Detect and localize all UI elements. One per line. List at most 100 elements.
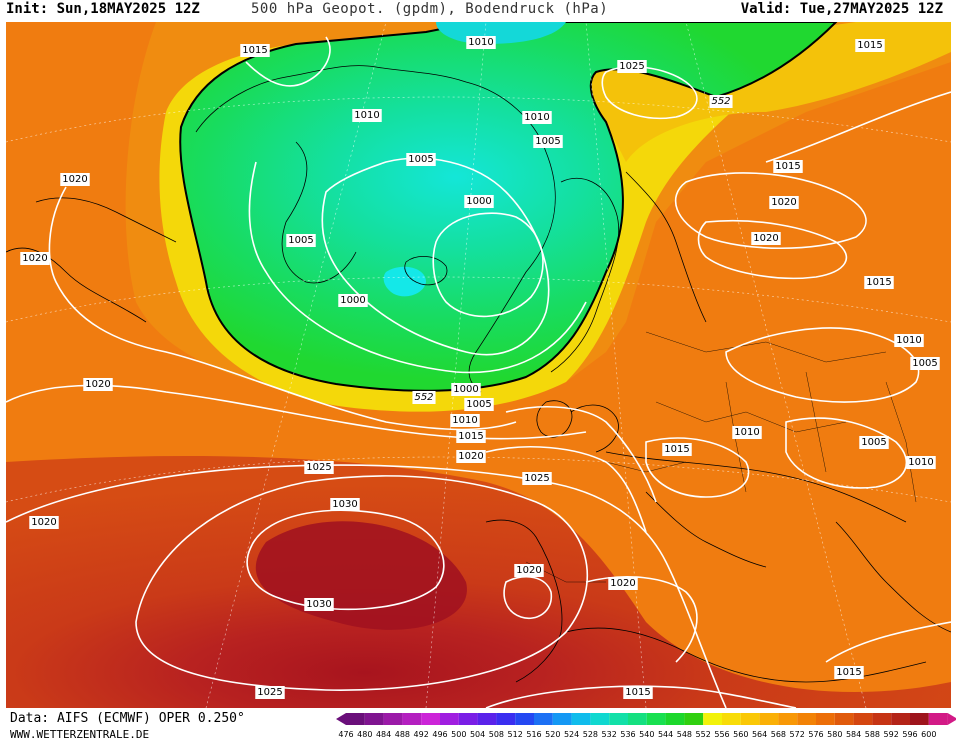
label-background	[466, 36, 496, 49]
legend-swatch	[440, 713, 459, 725]
label-background	[906, 456, 936, 469]
height-label: 552	[711, 96, 730, 107]
label-background	[20, 252, 50, 265]
legend-swatch	[703, 713, 722, 725]
label-background	[330, 498, 360, 511]
label-background	[709, 95, 733, 108]
legend-tick-label: 524	[564, 730, 579, 739]
isobar-label: 1020	[85, 379, 110, 390]
isobar-label: 1005	[912, 358, 937, 369]
init-time: Init: Sun,18MAY2025 12Z	[6, 1, 200, 17]
legend-tick-label: 552	[696, 730, 711, 739]
label-background	[773, 160, 803, 173]
isobar-label: 1025	[257, 687, 282, 698]
legend-tick-label: 592	[884, 730, 899, 739]
legend-tick-label: 564	[752, 730, 767, 739]
legend-tick-label: 492	[414, 730, 429, 739]
isobar-label: 1005	[861, 437, 886, 448]
legend-swatch	[928, 713, 948, 725]
label-background	[662, 443, 692, 456]
isobar-label: 1015	[458, 431, 483, 442]
label-background	[450, 414, 480, 427]
legend-swatch	[383, 713, 403, 725]
legend-swatch	[534, 713, 553, 725]
legend-tick-label: 528	[583, 730, 598, 739]
legend-tick-label: 576	[808, 730, 823, 739]
isobar-label: 1010	[524, 112, 549, 123]
isobar-label: 1020	[62, 174, 87, 185]
legend-swatch	[646, 713, 666, 725]
legend-swatch	[515, 713, 534, 725]
legend-swatch	[477, 713, 497, 725]
graticule	[6, 22, 951, 708]
legend-tick-label: 484	[376, 730, 391, 739]
label-background	[769, 196, 799, 209]
legend-swatch	[496, 713, 516, 725]
legend-swatch	[421, 713, 440, 725]
isobar-label: 1000	[453, 384, 478, 395]
coastlines	[6, 65, 951, 683]
isobar-label: 1015	[242, 45, 267, 56]
isobar-label: 1015	[664, 444, 689, 455]
legend-swatch	[759, 713, 779, 725]
isobars	[6, 36, 951, 708]
isobar-label: 1015	[857, 40, 882, 51]
label-background	[60, 173, 90, 186]
label-background	[406, 153, 436, 166]
legend-tick-label: 596	[902, 730, 917, 739]
label-background	[255, 686, 285, 699]
label-background	[240, 44, 270, 57]
valid-time: Valid: Tue,27MAY2025 12Z	[740, 1, 943, 17]
legend-tick-label: 580	[827, 730, 842, 739]
legend-swatch	[891, 713, 910, 725]
legend-tick-label: 556	[714, 730, 729, 739]
map-title: 500 hPa Geopot. (gpdm), Bodendruck (hPa)	[251, 1, 609, 17]
label-background	[623, 686, 653, 699]
legend-swatch	[628, 713, 647, 725]
weather-map: 1015 1010 1015 1025 552 1010 1010 1005 1…	[6, 22, 951, 708]
isobar-label: 1020	[458, 451, 483, 462]
isobar-label: 1010	[908, 457, 933, 468]
label-background	[514, 564, 544, 577]
footer-bar: Data: AIFS (ECMWF) OPER 0.250° WWW.WETTE…	[0, 708, 959, 741]
label-background	[533, 135, 563, 148]
isobar-label: 1015	[625, 687, 650, 698]
label-background	[834, 666, 864, 679]
isobar-label: 1015	[775, 161, 800, 172]
isobar-label: 1020	[771, 197, 796, 208]
label-background	[859, 436, 889, 449]
legend-swatch	[684, 713, 704, 725]
legend-swatch	[458, 713, 478, 725]
isobar-label: 1020	[753, 233, 778, 244]
label-background	[855, 39, 885, 52]
legend-swatch	[834, 713, 854, 725]
isobar-label: 1020	[31, 517, 56, 528]
header-bar: Init: Sun,18MAY2025 12Z 500 hPa Geopot. …	[0, 0, 959, 22]
legend-tick-label: 504	[470, 730, 485, 739]
pressure-labels: 1015 1010 1015 1025 552 1010 1010 1005 1…	[20, 36, 940, 699]
legend-swatch	[910, 713, 929, 725]
legend-tick-label: 516	[526, 730, 541, 739]
legend-tick-label: 508	[489, 730, 504, 739]
legend-tick-label: 512	[508, 730, 523, 739]
label-background	[732, 426, 762, 439]
legend-swatch	[816, 713, 835, 725]
isobar-label: 1025	[306, 462, 331, 473]
legend-tick-label: 520	[545, 730, 560, 739]
isobar-label: 1005	[466, 399, 491, 410]
isobar-label: 1025	[524, 473, 549, 484]
legend-tick-label: 600	[921, 730, 936, 739]
label-background	[464, 195, 494, 208]
legend-tick-label: 496	[432, 730, 447, 739]
data-source: Data: AIFS (ECMWF) OPER 0.250°	[10, 711, 245, 726]
legend-swatch	[797, 713, 816, 725]
label-background	[456, 430, 486, 443]
legend-tick-label: 584	[846, 730, 861, 739]
legend-swatch	[665, 713, 685, 725]
legend-tick-label: 540	[639, 730, 654, 739]
legend-tick-label: 488	[395, 730, 410, 739]
isobar-label: 1005	[288, 235, 313, 246]
isobar-label: 1020	[610, 578, 635, 589]
legend-swatch	[402, 713, 422, 725]
isobar-label: 1025	[619, 61, 644, 72]
